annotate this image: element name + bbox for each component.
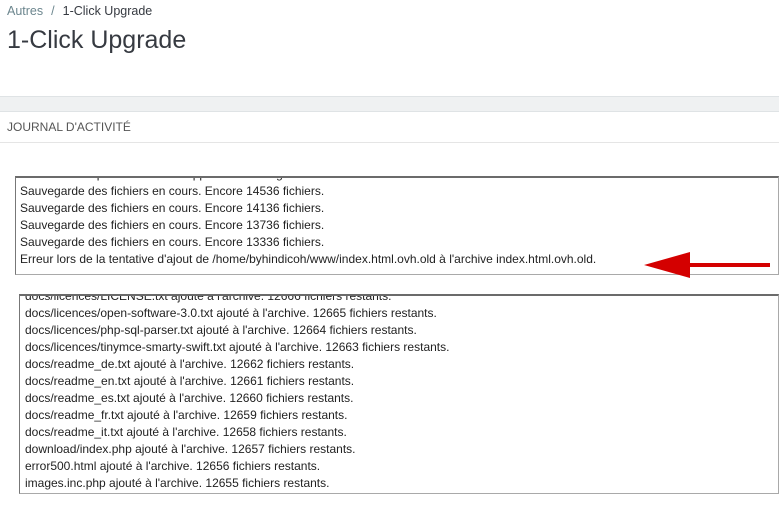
- breadcrumb-current: 1-Click Upgrade: [62, 4, 153, 18]
- log-line: docs/readme_fr.txt ajouté à l'archive. 1…: [25, 408, 348, 422]
- log-lines: Tous les exemples de fichiers supprimés.…: [20, 178, 597, 268]
- log-line: docs/licences/php-sql-parser.txt ajouté …: [25, 323, 417, 337]
- page-title: 1-Click Upgrade: [7, 26, 187, 54]
- log-line: docs/licences/LICENSE.txt ajouté à l'arc…: [25, 294, 392, 303]
- divider: [0, 142, 779, 143]
- log-line: Sauvegarde des fichiers en cours. Encore…: [20, 218, 325, 232]
- log-line: docs/readme_en.txt ajouté à l'archive. 1…: [25, 374, 355, 388]
- breadcrumb: Autres / 1-Click Upgrade: [7, 4, 152, 18]
- log-line: docs/readme_it.txt ajouté à l'archive. 1…: [25, 425, 347, 439]
- log-line: images.inc.php ajouté à l'archive. 12655…: [25, 476, 330, 490]
- activity-log[interactable]: docs/licences/LICENSE.txt ajouté à l'arc…: [19, 294, 779, 494]
- log-line: download/index.php ajouté à l'archive. 1…: [25, 442, 356, 456]
- log-line: docs/licences/tinymce-smarty-swift.txt a…: [25, 340, 450, 354]
- log-line: Sauvegarde des fichiers en cours. Encore…: [20, 235, 325, 249]
- log-line: docs/readme_es.txt ajouté à l'archive. 1…: [25, 391, 354, 405]
- log-line: Sauvegarde des fichiers en cours. Encore…: [20, 201, 325, 215]
- activity-log[interactable]: Tous les exemples de fichiers supprimés.…: [15, 176, 779, 275]
- log-line: Sauvegarde des fichiers en cours. Encore…: [20, 184, 325, 198]
- log-line: docs/readme_de.txt ajouté à l'archive. 1…: [25, 357, 355, 371]
- log-line: docs/licences/open-software-3.0.txt ajou…: [25, 306, 437, 320]
- breadcrumb-link[interactable]: Autres: [7, 4, 44, 18]
- toolbar-band: [0, 96, 779, 112]
- breadcrumb-separator: /: [51, 4, 55, 18]
- panel-heading: Journal d'activité: [7, 120, 131, 134]
- log-lines: docs/licences/LICENSE.txt ajouté à l'arc…: [25, 294, 450, 492]
- log-line: error500.html ajouté à l'archive. 12656 …: [25, 459, 321, 473]
- log-line: Erreur lors de la tentative d'ajout de /…: [20, 252, 597, 266]
- log-line: Tous les exemples de fichiers supprimés.…: [20, 178, 596, 183]
